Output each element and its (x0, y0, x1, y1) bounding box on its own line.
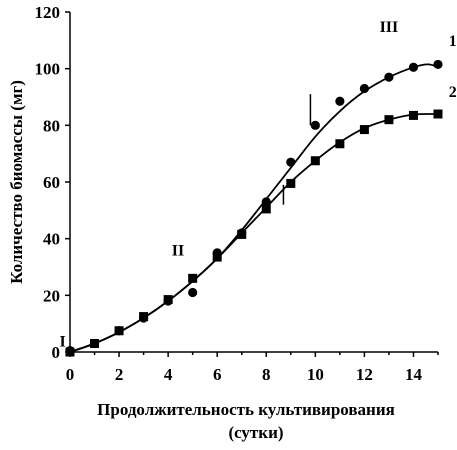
point-series-2 (310, 156, 320, 166)
point-series-2 (90, 339, 100, 348)
x-tick-label: 4 (164, 365, 173, 384)
point-series-1 (433, 59, 443, 70)
x-tick-label: 10 (307, 365, 324, 384)
x-tick-label: 14 (405, 365, 423, 384)
fit-curve-series-2 (69, 113, 439, 353)
x-axis-title-line1: Продолжительность культивирования (97, 400, 395, 419)
y-tick-label: 40 (43, 230, 60, 249)
annotation-label: III (380, 19, 399, 36)
annotation-label: II (172, 243, 184, 260)
point-series-2 (114, 326, 124, 336)
x-tick-label: 0 (66, 365, 75, 384)
annotation-label: I (60, 333, 66, 350)
y-tick-label: 60 (43, 173, 60, 192)
annotation-label: 1 (449, 33, 457, 50)
point-series-2 (237, 229, 247, 239)
x-tick-label: 6 (213, 365, 222, 384)
axes: 0 20 40 60 80 100 120 0 2 4 6 8 10 12 14 (35, 3, 439, 384)
point-series-2 (212, 252, 222, 262)
x-tick-label: 2 (115, 365, 124, 384)
point-series-2 (65, 347, 75, 357)
annotation-label: 2 (449, 84, 457, 101)
y-tick-label: 100 (35, 60, 61, 79)
point-series-2 (408, 110, 418, 120)
point-series-1 (384, 72, 394, 82)
x-tick-label: 8 (262, 365, 271, 384)
y-tick-label: 0 (52, 343, 61, 362)
fit-curve-series-1 (69, 63, 439, 353)
point-series-1 (335, 96, 345, 106)
fit-curves (69, 63, 439, 353)
point-series-1 (310, 120, 320, 130)
point-series-1 (261, 197, 271, 207)
point-series-1 (408, 62, 419, 72)
point-series-1 (359, 83, 369, 94)
point-series-2 (286, 178, 296, 188)
point-series-2 (335, 139, 345, 149)
point-series-1 (286, 157, 296, 167)
x-tick-label: 12 (356, 365, 373, 384)
point-series-2 (139, 312, 149, 322)
point-series-2 (384, 115, 394, 125)
point-series-2 (433, 109, 443, 119)
data-markers (65, 59, 443, 357)
y-axis-title: Количество биомассы (мг) (7, 80, 26, 284)
point-series-1 (188, 287, 198, 298)
y-tick-label: 20 (43, 286, 60, 305)
x-axis-title-line2: (сутки) (228, 423, 283, 442)
y-tick-label: 120 (35, 3, 61, 22)
point-series-2 (163, 295, 173, 305)
point-series-2 (188, 273, 198, 283)
y-tick-label: 80 (43, 116, 60, 135)
point-series-2 (359, 125, 369, 135)
point-series-2 (261, 204, 271, 214)
